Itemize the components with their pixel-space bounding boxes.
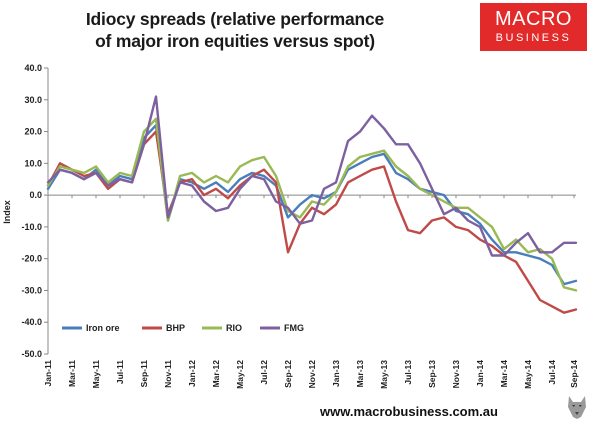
x-tick-label: Jul-11 <box>115 360 125 384</box>
y-tick-label: -30.0 <box>21 285 42 295</box>
y-tick-label: 40.0 <box>24 63 42 73</box>
x-tick-label: Jan-13 <box>331 360 341 387</box>
x-tick-label: May-12 <box>235 360 245 389</box>
x-tick-label: May-11 <box>91 360 101 389</box>
footer-url: www.macrobusiness.com.au <box>320 404 498 419</box>
legend-label-rio: RIO <box>226 323 242 333</box>
x-tick-label: Jan-12 <box>187 360 197 387</box>
y-tick-label: 30.0 <box>24 95 42 105</box>
y-tick-label: -20.0 <box>21 254 42 264</box>
logo-line-2: BUSINESS <box>495 32 572 44</box>
legend-label-iron-ore: Iron ore <box>86 323 120 333</box>
y-tick-label: 0.0 <box>29 190 42 200</box>
x-tick-label: Sep-12 <box>283 360 293 388</box>
x-tick-label: Sep-14 <box>569 360 579 388</box>
x-tick-label: Mar-14 <box>499 360 509 388</box>
legend: Iron ore BHP RIO FMG <box>62 323 304 333</box>
x-tick-label: Mar-11 <box>67 360 77 387</box>
x-tick-label: Jul-12 <box>259 360 269 385</box>
y-axis-label: Index <box>2 200 12 224</box>
x-tick-label: Mar-13 <box>355 360 365 388</box>
wolf-badge-icon <box>563 393 591 421</box>
x-tick-label: Jan-11 <box>43 360 53 387</box>
chart-title-line-1: Idiocy spreads (relative performance <box>85 9 385 29</box>
series-line-bhp <box>46 130 578 314</box>
x-tick-label: Jul-13 <box>403 360 413 385</box>
series-line-fmg <box>46 95 578 257</box>
macrobusiness-logo: MACRO BUSINESS <box>480 3 587 51</box>
x-tick-label: Nov-12 <box>307 360 317 389</box>
line-chart: -50.0 -40.0 -30.0 -20.0 -10.0 0.0 10.0 20.0 30.0… <box>2 63 579 389</box>
series-line-rio <box>46 117 578 292</box>
chart-title: Idiocy spreads (relative performance of … <box>0 8 470 52</box>
y-tick-label: -10.0 <box>21 222 42 232</box>
series-line-iron-ore <box>46 123 578 286</box>
x-tick-label: Jul-14 <box>547 360 557 385</box>
logo-line-1: MACRO <box>495 8 572 30</box>
x-tick-label: May-14 <box>523 360 533 389</box>
y-tick-label: 20.0 <box>24 127 42 137</box>
legend-label-bhp: BHP <box>166 323 185 333</box>
x-tick-label: Nov-11 <box>163 360 173 388</box>
x-tick-label: Sep-11 <box>139 360 149 388</box>
y-tick-label: 10.0 <box>24 158 42 168</box>
series-lines <box>46 95 578 314</box>
chart-title-line-2: of major iron equities versus spot) <box>95 31 375 51</box>
x-tick-label: Nov-13 <box>451 360 461 389</box>
legend-label-fmg: FMG <box>284 323 304 333</box>
y-axis: -50.0 -40.0 -30.0 -20.0 -10.0 0.0 10.0 20.0 30.0… <box>21 63 49 359</box>
x-tick-label: Sep-13 <box>427 360 437 388</box>
x-axis: Jan-11 Mar-11 May-11 Jul-11 Sep-11 Nov-11 Jan-… <box>43 194 579 389</box>
y-tick-label: -40.0 <box>21 317 42 327</box>
x-tick-label: Mar-12 <box>211 360 221 388</box>
x-tick-label: Jan-14 <box>475 360 485 387</box>
x-tick-label: May-13 <box>379 360 389 389</box>
y-tick-label: -50.0 <box>21 349 42 359</box>
